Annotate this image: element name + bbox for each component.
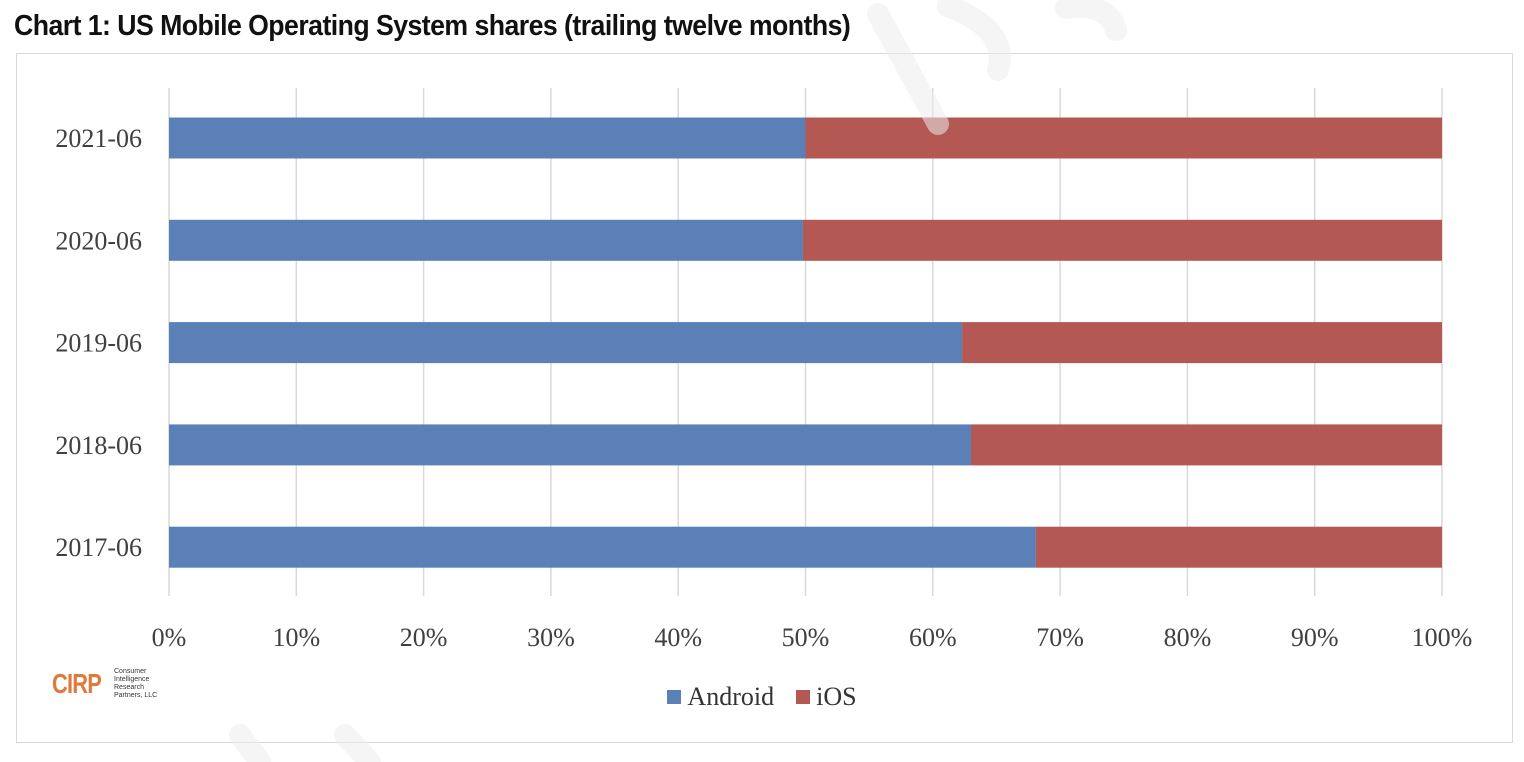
x-tick-label: 80% [1164,623,1212,652]
cirp-logo: CIRP Consumer Intelligence Research Part… [52,664,157,704]
logo-text: Consumer Intelligence Research Partners,… [114,668,157,700]
bar-ios [802,219,1442,261]
bar-android [169,219,803,261]
x-tick-label: 0% [152,623,187,652]
logo-line: Consumer [114,668,147,675]
bar-ios [1035,526,1442,568]
y-category-label: 2019-06 [55,329,142,358]
y-category-label: 2017-06 [55,533,142,562]
bar-ios [970,424,1442,466]
bar-ios [962,322,1442,364]
x-tick-label: 70% [1036,623,1084,652]
legend-label-ios: iOS [816,682,857,711]
x-tick-label: 90% [1291,623,1339,652]
bar-android [169,322,963,364]
x-tick-label: 40% [654,623,702,652]
x-tick-label: 10% [272,623,320,652]
x-tick-label: 30% [527,623,575,652]
x-tick-label: 50% [782,623,830,652]
logo-line: Intelligence [114,676,150,683]
y-category-label: 2021-06 [55,124,142,153]
x-tick-label: 20% [400,623,448,652]
legend-label-android: Android [687,682,775,711]
logo-mark: CIRP [52,668,102,699]
x-tick-label: 100% [1412,623,1473,652]
y-category-label: 2020-06 [55,226,142,255]
legend-swatch-ios [796,690,811,704]
bar-android [169,117,806,159]
bar-ios [805,117,1442,159]
legend-item-android: Android [667,682,774,712]
x-tick-label: 60% [909,623,957,652]
legend-swatch-android [667,690,682,704]
bar-android [169,424,971,466]
bar-android [169,526,1036,568]
y-category-label: 2018-06 [55,431,142,460]
chart-legend: Android iOS [0,682,1524,712]
logo-line: Partners, LLC [114,692,158,699]
logo-line: Research [114,684,144,691]
legend-item-ios: iOS [796,682,857,712]
chart-title: Chart 1: US Mobile Operating System shar… [14,10,851,42]
chart-frame [16,53,1513,743]
